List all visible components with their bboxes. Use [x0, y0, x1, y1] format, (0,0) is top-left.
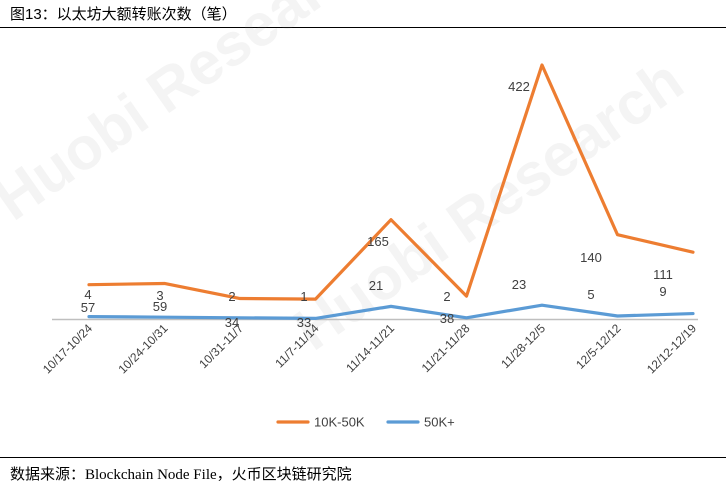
data-label: 57 [81, 300, 95, 315]
data-label: 140 [580, 250, 602, 265]
data-label: 23 [512, 277, 526, 292]
bottom-rule [0, 457, 726, 458]
data-label: 38 [440, 311, 454, 326]
data-label: 422 [508, 79, 530, 94]
data-label: 2 [443, 289, 450, 304]
data-label: 34 [225, 315, 239, 330]
x-tick-label: 10/24-10/31 [115, 321, 170, 376]
legend-label: 10K-50K [314, 415, 365, 430]
series-layer [87, 63, 695, 320]
x-tick-label: 11/21-11/28 [419, 321, 473, 375]
x-tick-label: 10/31-11/7 [196, 321, 246, 371]
data-label: 165 [367, 234, 389, 249]
series-line-50K+ [87, 303, 695, 320]
x-tick-label: 11/14-11/21 [343, 321, 397, 375]
top-rule [0, 27, 726, 28]
legend-label: 50K+ [424, 415, 455, 430]
data-label: 111 [653, 267, 673, 282]
data-label: 59 [153, 299, 167, 314]
x-tick-label: 12/12-12/19 [644, 321, 699, 376]
data-label: 3 [156, 288, 163, 303]
data-label: 2 [228, 289, 235, 304]
figure-title: 图13：以太坊大额转账次数（笔） [10, 6, 237, 23]
data-label: 33 [297, 315, 311, 330]
source-note: 数据来源：Blockchain Node File，火币区块链研究院 [10, 467, 352, 483]
legend: 10K-50K 50K+ [276, 415, 455, 430]
x-tick-label: 12/5-12/12 [573, 321, 624, 372]
x-tick-label-layer: 10/17-10/24 10/24-10/31 10/31-11/7 11/7-11/… [40, 321, 699, 376]
data-label: 4 [84, 287, 91, 302]
x-tick-label: 11/28-12/5 [498, 321, 548, 371]
x-tick-label: 10/17-10/24 [40, 321, 95, 376]
data-label: 1 [300, 289, 307, 304]
data-label: 21 [369, 278, 383, 293]
data-label: 9 [659, 284, 666, 299]
series-line-10K-50K [87, 63, 695, 301]
data-label: 5 [587, 287, 594, 302]
